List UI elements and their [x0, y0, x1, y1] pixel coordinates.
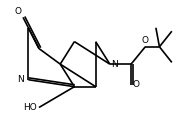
Text: N: N	[17, 75, 24, 84]
Text: N: N	[112, 60, 118, 69]
Text: HO: HO	[23, 103, 37, 112]
Text: O: O	[133, 80, 140, 89]
Text: O: O	[142, 36, 149, 45]
Text: O: O	[15, 7, 22, 16]
